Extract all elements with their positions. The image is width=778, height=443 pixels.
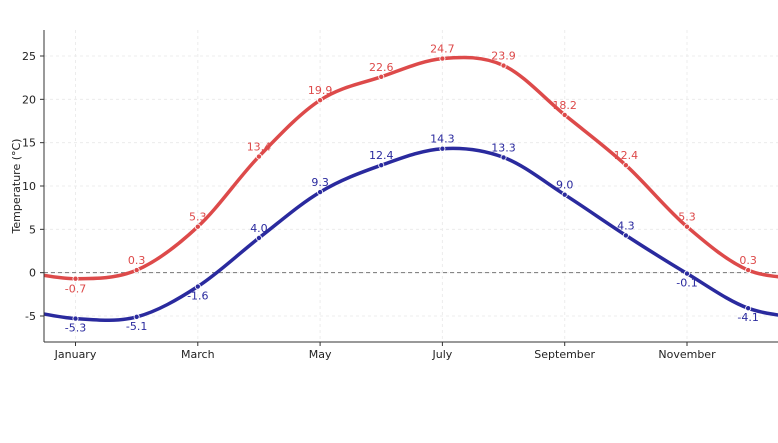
series-1: -0.7 0.3 5.3 13.4 19.9 22.6 24.7 23.9 18.2 12.4 5.…: [44, 43, 778, 296]
data-label: 22.6: [369, 61, 394, 74]
y-tick-label: -5: [25, 310, 36, 323]
data-label: 24.7: [430, 43, 455, 56]
data-point: [439, 145, 446, 152]
data-point: [684, 270, 691, 277]
data-point: [133, 313, 140, 320]
data-point: [317, 97, 324, 104]
x-tick-label: January: [54, 348, 97, 361]
tick-labels: -5 0 5 10 15 20 25 January March May July September…: [22, 50, 716, 361]
data-label: 9.3: [311, 176, 329, 189]
y-tick-label: 0: [29, 267, 36, 280]
data-point: [684, 223, 691, 230]
data-point: [561, 111, 568, 118]
data-label: 23.9: [491, 50, 516, 63]
data-label: 13.4: [247, 141, 272, 154]
data-label: 12.4: [369, 149, 394, 162]
series-group: -0.7 0.3 5.3 13.4 19.9 22.6 24.7 23.9 18.2 12.4 5.…: [44, 43, 778, 335]
data-label: -1.6: [187, 290, 208, 303]
data-label: -0.7: [65, 283, 86, 296]
x-tick-label: May: [309, 348, 332, 361]
y-axis-title: Temperature (°C): [10, 139, 23, 235]
y-tick-label: 25: [22, 50, 36, 63]
data-point: [561, 191, 568, 198]
grid: [44, 30, 778, 342]
data-point: [133, 267, 140, 274]
data-label: 18.2: [552, 99, 577, 112]
data-label: 4.0: [250, 222, 268, 235]
data-point: [500, 62, 507, 69]
data-label: 5.3: [678, 211, 696, 224]
data-point: [622, 232, 629, 239]
data-point: [439, 55, 446, 62]
y-tick-label: 5: [29, 223, 36, 236]
data-label: 5.3: [189, 211, 207, 224]
data-label: 9.0: [556, 179, 574, 192]
data-label: 19.9: [308, 84, 333, 97]
data-label: 0.3: [739, 254, 757, 267]
data-label: -5.1: [126, 320, 147, 333]
series-2: -5.3 -5.1 -1.6 4.0 9.3 12.4 14.3 13.3 9.0 4.3 -0.1…: [44, 133, 778, 335]
data-label: -0.1: [676, 277, 697, 290]
data-point: [378, 73, 385, 80]
data-point: [194, 283, 201, 290]
data-label: -4.1: [737, 311, 758, 324]
data-point: [72, 275, 79, 282]
data-point: [317, 189, 324, 196]
data-point: [745, 267, 752, 274]
data-point: [255, 234, 262, 241]
data-label: 4.3: [617, 219, 635, 232]
y-tick-label: 20: [22, 93, 36, 106]
series-line: [44, 146, 778, 323]
x-tick-label: March: [181, 348, 215, 361]
data-point: [72, 315, 79, 322]
y-tick-label: 10: [22, 180, 36, 193]
data-label: 13.3: [491, 141, 516, 154]
data-point: [745, 305, 752, 312]
data-point: [194, 223, 201, 230]
data-label: 0.3: [128, 254, 146, 267]
data-label: 14.3: [430, 133, 455, 146]
data-label: -5.3: [65, 322, 86, 335]
data-label: 12.4: [614, 149, 639, 162]
x-tick-label: July: [432, 348, 453, 361]
x-tick-label: November: [658, 348, 716, 361]
data-point: [255, 153, 262, 160]
y-tick-label: 15: [22, 137, 36, 150]
data-point: [500, 154, 507, 161]
series-line: [44, 55, 778, 281]
data-point: [622, 162, 629, 169]
x-tick-label: September: [534, 348, 595, 361]
data-point: [378, 162, 385, 169]
